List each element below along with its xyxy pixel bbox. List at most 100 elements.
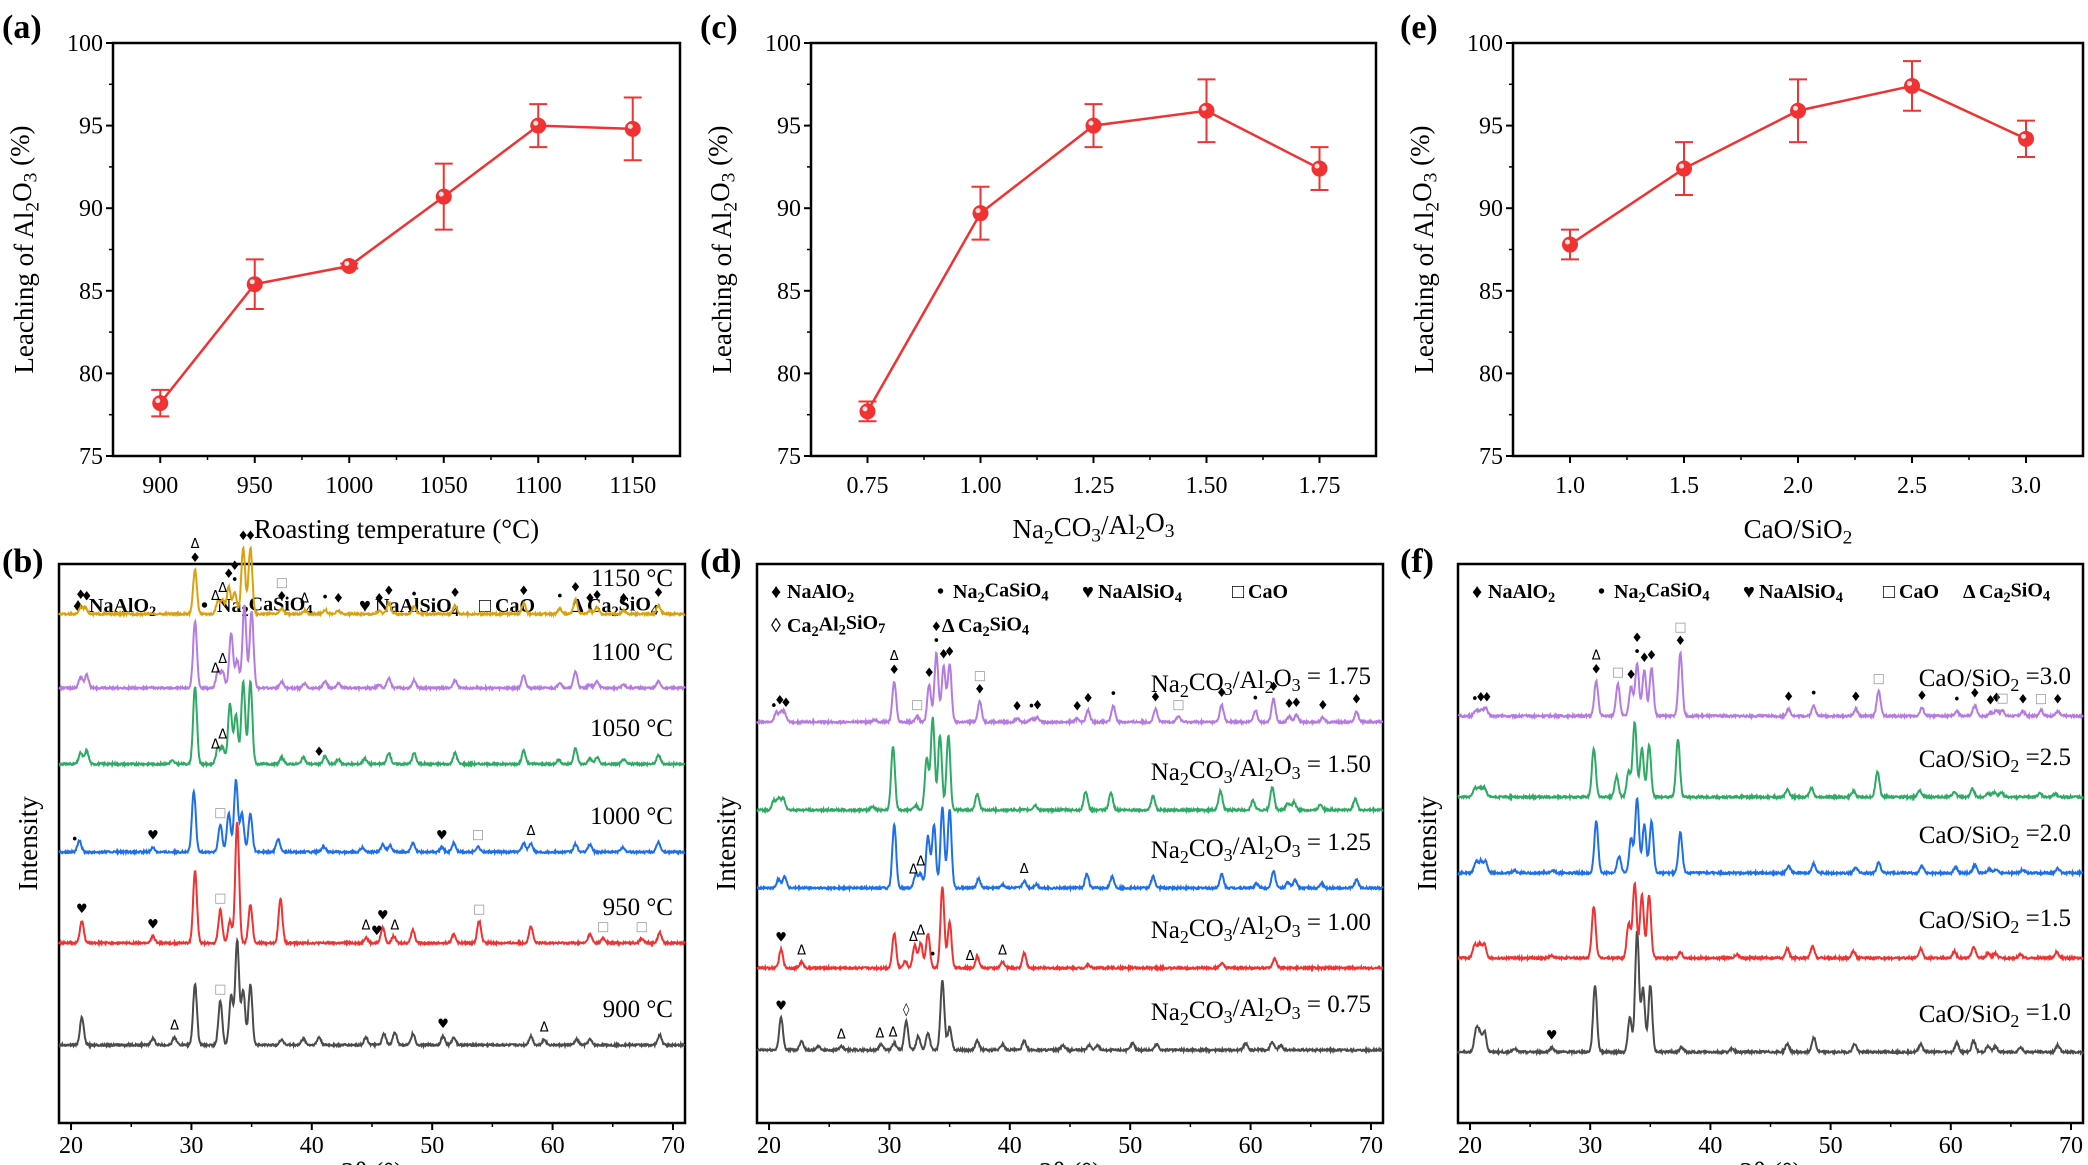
phase-marker: Δ xyxy=(218,652,227,667)
xrd-curve xyxy=(58,604,686,693)
phase-marker: ♦ xyxy=(229,559,241,574)
phase-marker: ♦ xyxy=(618,592,630,607)
panel-f: (f)2030405060702θ (°)Intensity♦NaAlO2•Na… xyxy=(1400,543,2085,1165)
y-tick-label: 80 xyxy=(79,361,103,387)
curve-label-part: CaO/SiO xyxy=(1919,907,2011,934)
phase-marker: □ xyxy=(1172,697,1184,712)
legend-label-part: 2 xyxy=(847,590,854,606)
y-axis-title: Leaching of Al2O3 (%) xyxy=(1405,125,1444,373)
legend-label-part: CaO xyxy=(1899,581,1939,603)
legend-label-part: NaAlO xyxy=(1488,581,1548,603)
curve-label: Na2CO3/Al2O3 = 1.25 xyxy=(1151,829,1371,867)
legend-label-part: SiO xyxy=(619,593,651,615)
x-tick-label: 1150 xyxy=(609,473,656,499)
phase-marker: Δ xyxy=(211,737,220,752)
curve-label: CaO/SiO2 =1.0 xyxy=(1919,999,2071,1031)
curve-label-part: =1.0 xyxy=(2019,999,2071,1026)
x-axis-title-part: 2 xyxy=(1843,527,1853,548)
phase-marker: ♦ xyxy=(591,588,603,603)
data-point-highlight xyxy=(975,208,981,214)
data-point xyxy=(435,188,452,205)
legend-symbol: □ xyxy=(1883,581,1895,603)
xrd-curve xyxy=(58,545,686,619)
data-line xyxy=(159,124,633,404)
legend-label-part: 4 xyxy=(1041,588,1048,604)
data-point xyxy=(530,117,547,134)
phase-marker: Δ xyxy=(916,923,925,938)
phase-marker: ♦ xyxy=(1475,691,1487,706)
legend-label-part: 2 xyxy=(1548,590,1555,606)
x-tick-label: 1.00 xyxy=(960,473,1002,499)
legend-symbol: Δ xyxy=(942,615,955,637)
phase-marker: ♦ xyxy=(931,620,943,635)
phase-marker: Δ xyxy=(837,1028,846,1043)
legend-label-part: NaAlO xyxy=(787,581,847,603)
y-axis-title-part: 3 xyxy=(718,173,739,183)
phase-marker: Δ xyxy=(218,581,227,596)
x-tick-label: 1100 xyxy=(515,473,562,499)
y-axis-title: Intensity xyxy=(13,796,43,891)
phase-marker: ♦ xyxy=(1638,651,1650,666)
phase-marker: ♥ xyxy=(371,924,383,939)
x-axis-title: Na2CO3/Al2O3 xyxy=(1013,508,1175,549)
data-line xyxy=(866,109,1321,413)
curve-label-part: 2 xyxy=(2010,675,2019,695)
curve-label-part: 2 xyxy=(1180,681,1189,701)
x-tick-label: 40 xyxy=(998,1133,1022,1159)
data-point xyxy=(152,395,169,412)
phase-marker: ♦ xyxy=(449,586,461,601)
curve-label-part: = 0.75 xyxy=(1301,991,1371,1018)
x-tick-label: 30 xyxy=(179,1133,203,1159)
legend-symbol: ♥ xyxy=(1082,581,1094,603)
curve-label-part: /Al xyxy=(1233,995,1265,1022)
phase-marker: ♦ xyxy=(944,645,956,660)
y-axis-title-part: Leaching of Al xyxy=(9,212,39,374)
x-axis-title-part: Na xyxy=(1013,514,1044,544)
phase-marker: ♦ xyxy=(1985,694,1997,709)
curve-label-part: =1.5 xyxy=(2019,905,2071,932)
x-axis-title-part: O xyxy=(1145,508,1165,538)
phase-marker: • xyxy=(410,587,418,602)
phase-marker: ♥ xyxy=(147,829,159,844)
x-axis-title-part: CO xyxy=(1054,512,1092,542)
curve-label-part: CaO/SiO xyxy=(1919,1001,2011,1028)
legend-label: NaAlSiO4 xyxy=(1098,581,1182,606)
phase-marker: Δ xyxy=(890,649,899,664)
data-point-highlight xyxy=(2021,133,2026,139)
phase-marker: ♦ xyxy=(888,663,900,678)
curve-label-part: /Al xyxy=(1233,913,1265,940)
phase-marker: • xyxy=(770,699,778,714)
panel-b: (b)2030405060702θ (°)Intensity♦NaAlO2•Na… xyxy=(2,529,687,1165)
curve-label-part: CaO/SiO xyxy=(1919,665,2011,692)
phase-marker: □ xyxy=(974,668,986,683)
curve-label-part: CO xyxy=(1189,835,1224,862)
curve-label-part: = 1.75 xyxy=(1301,663,1371,690)
curve-label-part: = 1.00 xyxy=(1301,909,1371,936)
data-point xyxy=(246,276,263,293)
phase-marker: ♦ xyxy=(1850,690,1862,705)
data-point-highlight xyxy=(1088,120,1094,126)
phase-marker: ♦ xyxy=(1011,700,1023,715)
curve-label-part: 2 xyxy=(2010,756,2019,776)
xrd-curve xyxy=(756,979,1384,1055)
phase-marker: Δ xyxy=(218,728,227,743)
y-tick-label: 100 xyxy=(765,31,801,57)
legend-symbol: □ xyxy=(479,595,491,617)
phase-marker: ♦ xyxy=(1991,691,2003,706)
x-tick-label: 40 xyxy=(300,1133,324,1159)
legend-label-part: 4 xyxy=(2043,588,2050,604)
phase-marker: ♦ xyxy=(774,693,786,708)
phase-marker: ♦ xyxy=(1216,686,1228,701)
legend-label-part: 2 xyxy=(611,604,618,620)
curve-label: CaO/SiO2 =3.0 xyxy=(1919,663,2071,695)
panel-a: (a) 75 80 85 90 95 100 900 950 1000 1050 1100 1150 Ro… xyxy=(2,9,682,544)
phase-marker: ♥ xyxy=(1546,1028,1558,1043)
phase-marker: Δ xyxy=(1592,649,1601,664)
curve-label: 1100 °C xyxy=(591,639,673,666)
data-point xyxy=(1904,77,1920,94)
legend-label-part: 2 xyxy=(811,624,818,640)
phase-marker: ♦ xyxy=(1032,698,1044,713)
x-tick-label: 40 xyxy=(1698,1133,1722,1159)
curve-label-part: O xyxy=(1274,665,1292,692)
